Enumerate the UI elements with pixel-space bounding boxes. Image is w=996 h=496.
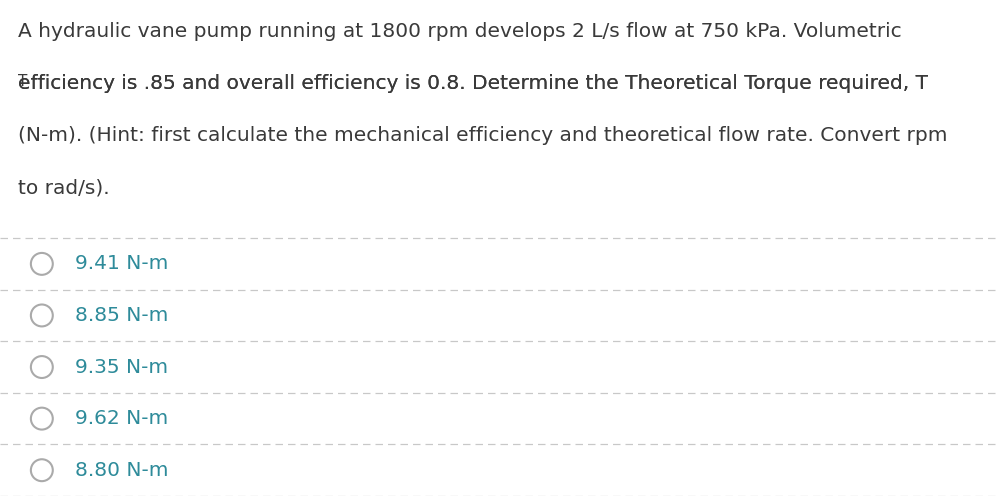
Text: 8.80 N-m: 8.80 N-m: [75, 461, 168, 480]
Text: to rad/s).: to rad/s).: [18, 179, 110, 197]
Text: T: T: [18, 74, 27, 89]
Text: 9.41 N-m: 9.41 N-m: [75, 254, 168, 273]
Text: 9.35 N-m: 9.35 N-m: [75, 358, 167, 376]
Text: efficiency is .85 and overall efficiency is 0.8. Determine the Theoretical Torqu: efficiency is .85 and overall efficiency…: [18, 74, 928, 93]
Text: A hydraulic vane pump running at 1800 rpm develops 2 L/s flow at 750 kPa. Volume: A hydraulic vane pump running at 1800 rp…: [18, 22, 901, 41]
Text: (N-m). (Hint: first calculate the mechanical efficiency and theoretical flow rat: (N-m). (Hint: first calculate the mechan…: [18, 126, 947, 145]
Text: 8.85 N-m: 8.85 N-m: [75, 306, 168, 325]
Text: efficiency is .85 and overall efficiency is 0.8. Determine the Theoretical Torqu: efficiency is .85 and overall efficiency…: [18, 74, 928, 93]
Text: 9.62 N-m: 9.62 N-m: [75, 409, 168, 428]
